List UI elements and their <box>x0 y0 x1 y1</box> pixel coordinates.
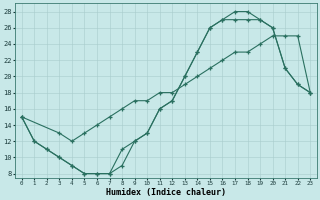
X-axis label: Humidex (Indice chaleur): Humidex (Indice chaleur) <box>106 188 226 197</box>
